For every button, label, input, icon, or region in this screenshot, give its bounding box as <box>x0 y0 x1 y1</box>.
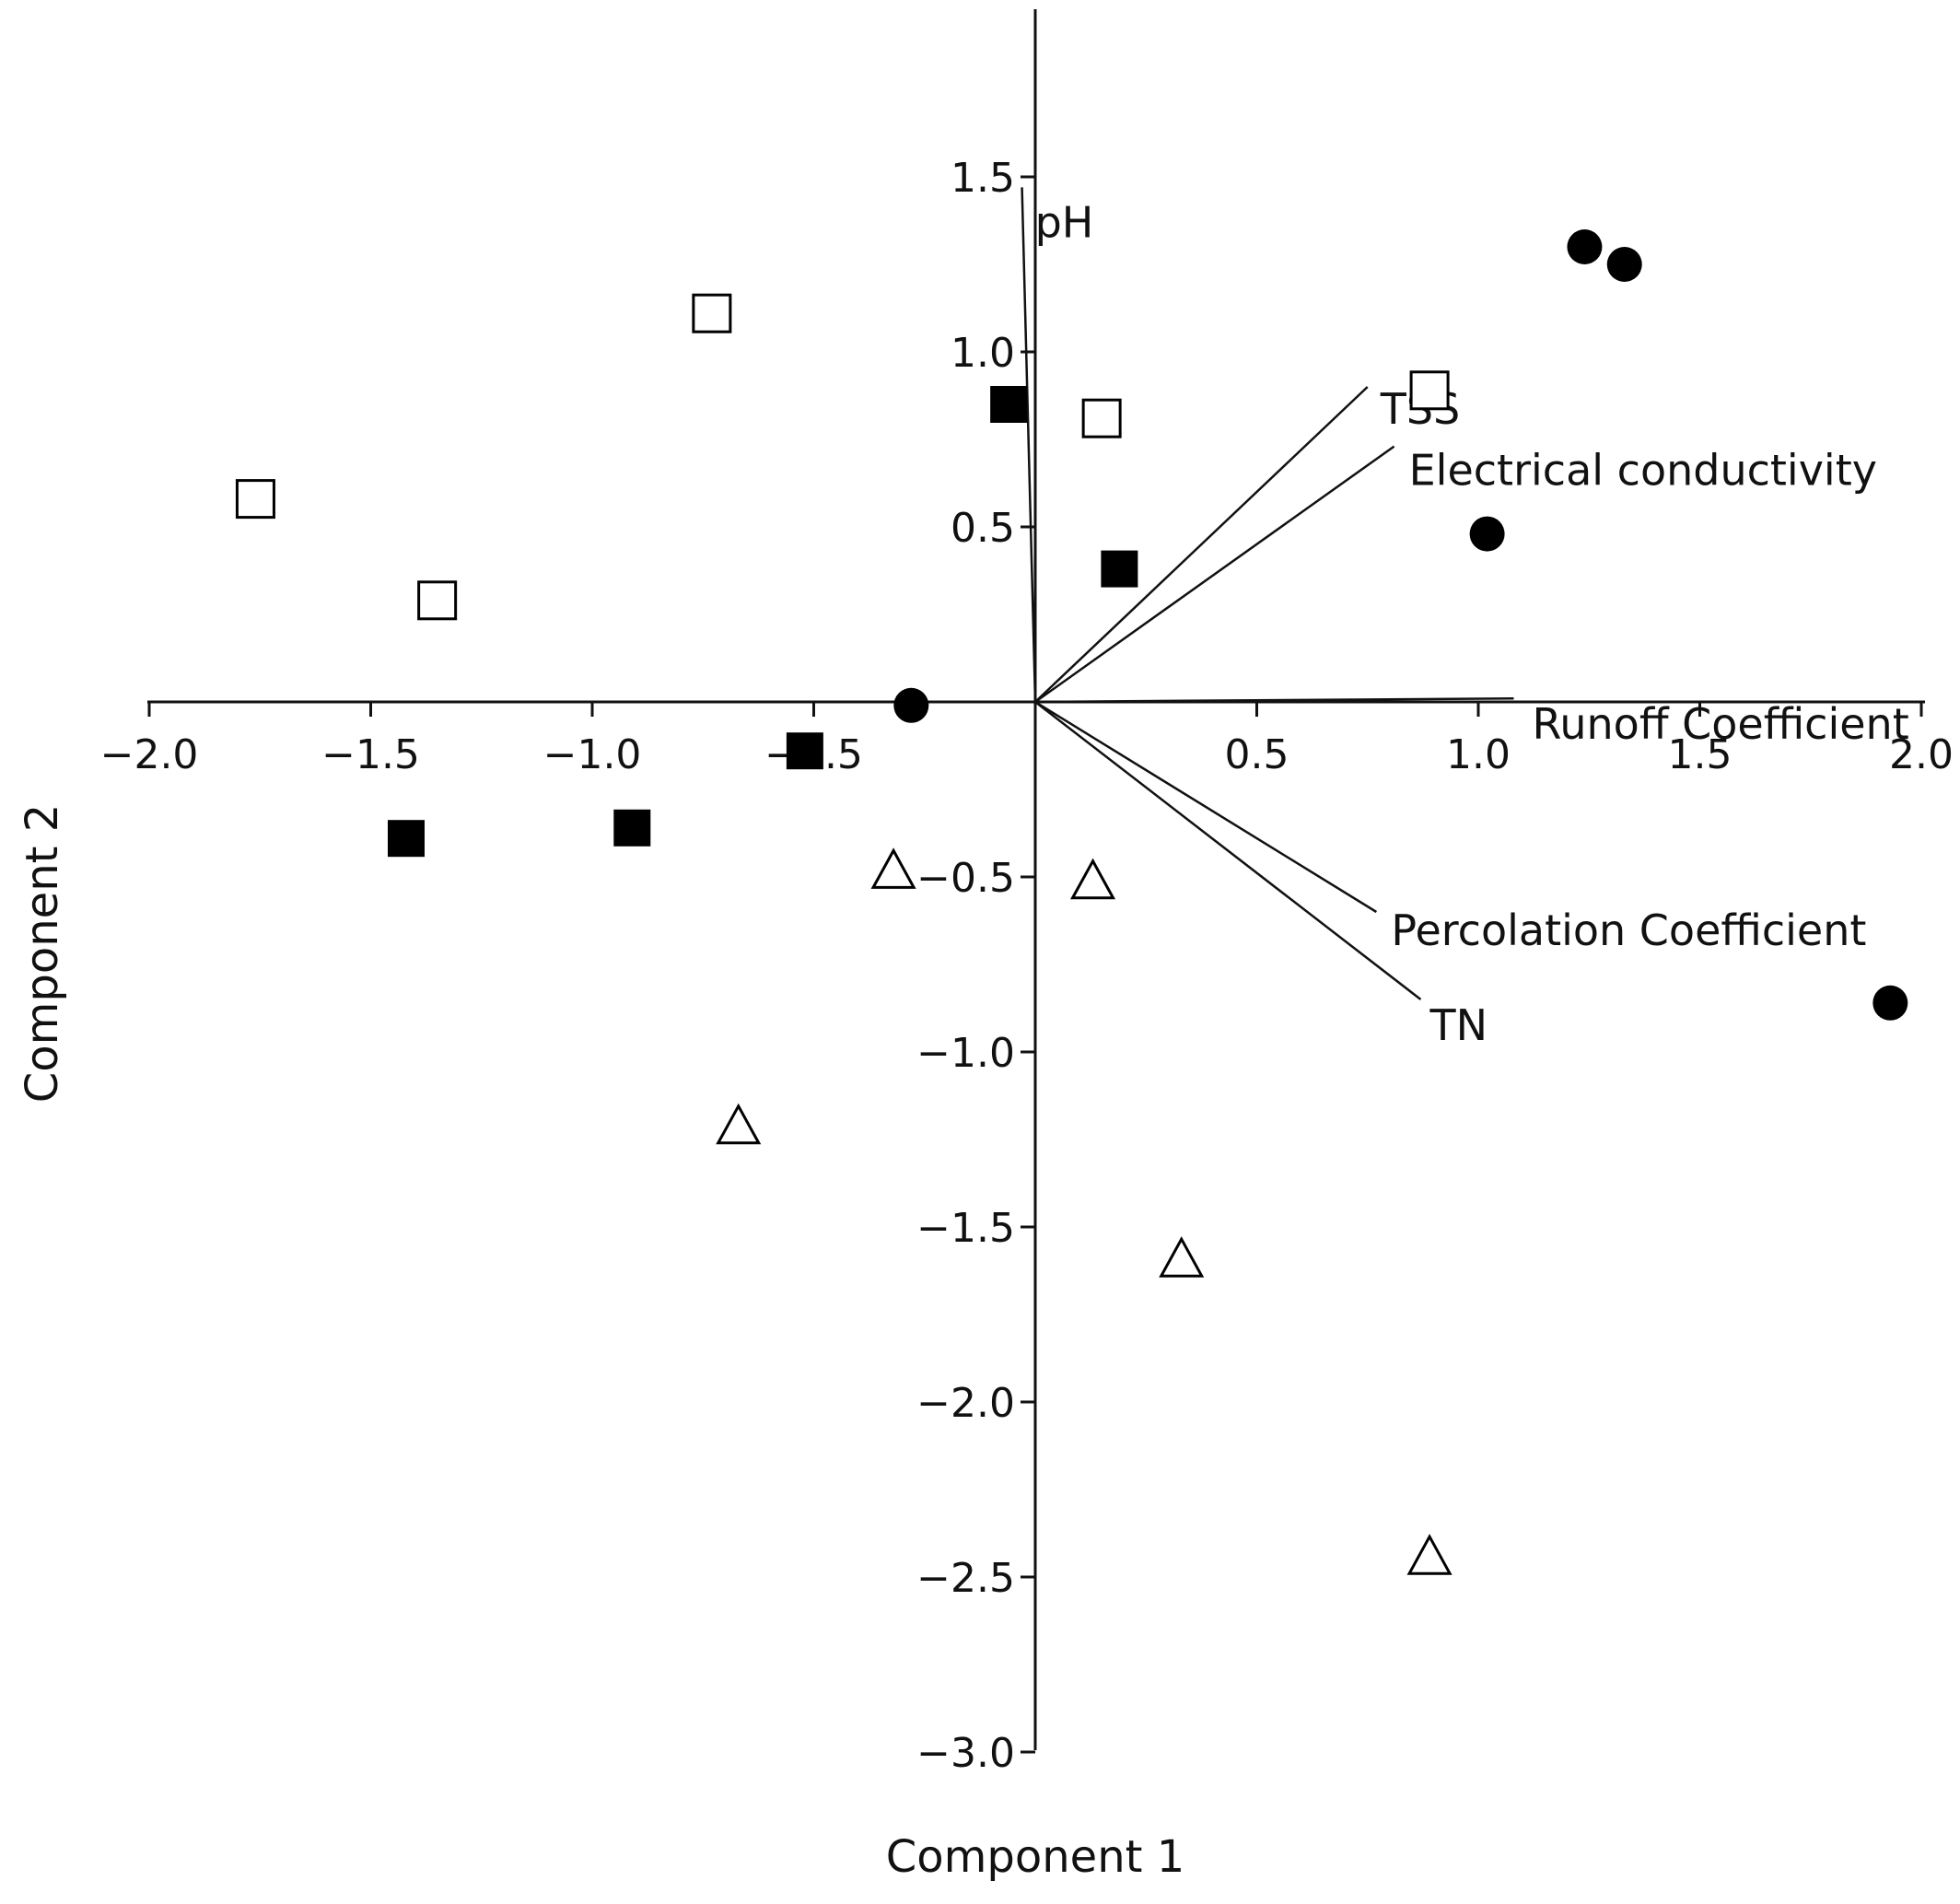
data-point-filled-square <box>786 732 823 770</box>
vector-label: Electrical conductivity <box>1409 446 1877 496</box>
y-tick-label: −2.5 <box>916 1555 1015 1602</box>
loading-vector <box>1034 700 1378 914</box>
data-point-filled-circle <box>1872 985 1908 1021</box>
y-tick-label: 1.0 <box>951 330 1015 377</box>
vector-label: pH <box>1035 197 1094 247</box>
y-tick-label: −3.0 <box>916 1730 1015 1777</box>
data-point-filled-circle <box>1567 229 1603 264</box>
loading-vector <box>1034 445 1395 704</box>
data-point-filled-square <box>613 809 651 847</box>
data-point-open-square <box>1409 370 1450 411</box>
data-point-open-triangle <box>1406 1534 1452 1575</box>
y-tick-label: −2.0 <box>916 1380 1015 1427</box>
vector-label: Runoff Coefficient <box>1532 699 1908 749</box>
y-tick-label: 1.5 <box>951 155 1015 202</box>
data-point-filled-square <box>1101 550 1138 588</box>
vector-label: Percolation Coefficient <box>1391 905 1866 955</box>
y-tick-label: 0.5 <box>951 505 1015 552</box>
data-point-filled-square <box>387 820 425 858</box>
loading-vector <box>1034 386 1369 703</box>
data-point-filled-square <box>990 386 1028 423</box>
x-tick-label: −1.5 <box>321 731 420 778</box>
y-tick-label: −1.5 <box>916 1205 1015 1252</box>
x-tick-label: −1.0 <box>543 731 642 778</box>
data-point-open-triangle <box>716 1103 762 1145</box>
data-point-open-square <box>1081 398 1122 438</box>
data-point-filled-circle <box>1606 247 1642 282</box>
data-point-open-square <box>235 479 275 520</box>
vector-label: TN <box>1429 1000 1488 1050</box>
axes: −2.0−1.5−1.0−0.50.51.01.52.01.51.00.5−0.… <box>100 9 1954 1777</box>
data-point-open-square <box>692 293 732 333</box>
data-point-open-triangle <box>1159 1236 1205 1278</box>
data-point-open-square <box>417 580 458 621</box>
x-tick-label: 0.5 <box>1225 731 1289 778</box>
y-tick-label: −0.5 <box>916 855 1015 902</box>
y-tick-label: −1.0 <box>916 1030 1015 1077</box>
loading-vector <box>1034 696 1514 704</box>
data-point-filled-circle <box>1469 516 1505 552</box>
loading-vector <box>1034 701 1422 1000</box>
x-tick-label: 2.0 <box>1889 731 1954 778</box>
loading-vector <box>1021 187 1037 703</box>
x-tick-label: −2.0 <box>100 731 199 778</box>
data-point-open-triangle <box>870 847 916 889</box>
y-axis-title: Component 2 <box>17 804 68 1103</box>
x-tick-label: 1.0 <box>1446 731 1511 778</box>
data-point-open-triangle <box>1069 858 1116 900</box>
x-axis-title: Component 1 <box>886 1831 1184 1883</box>
data-point-filled-circle <box>893 687 929 723</box>
x-tick-label: 1.5 <box>1668 731 1732 778</box>
score-points <box>235 229 1908 1575</box>
